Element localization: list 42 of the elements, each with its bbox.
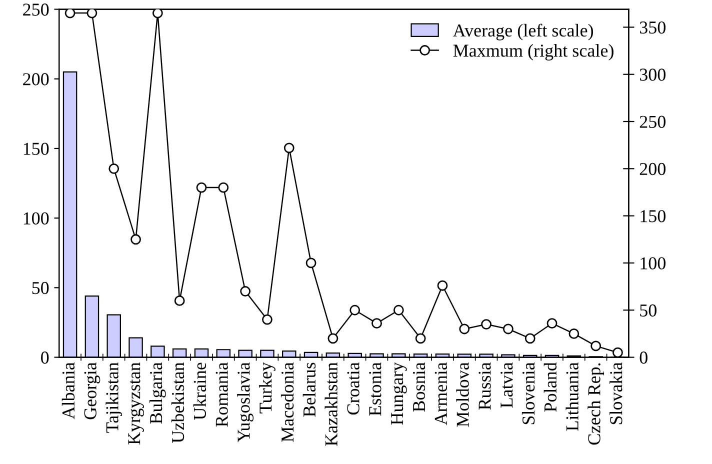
x-tick-label: Slovenia [522, 362, 535, 424]
y2-tick-label: 250 [640, 116, 666, 128]
x-tick-label: Yugoslavia [237, 362, 254, 442]
x-tick-label: Lithuania [566, 362, 578, 431]
x-tick-label: Slovakia [610, 362, 622, 424]
x-tick-label: Kazakhstan [324, 362, 338, 446]
x-tick-label: Armenia [434, 362, 447, 426]
x-tick-label: Bosnia [412, 362, 426, 412]
y2-tick-label: 200 [640, 162, 666, 176]
x-tick-label: Georgia [84, 362, 100, 420]
legend-label: Maxmum (right scale) [453, 44, 614, 60]
x-tick-label: Poland [544, 362, 557, 412]
y-tick-label: 150 [24, 142, 49, 155]
y2-tick-label: 0 [640, 352, 648, 364]
y-tick-label: 200 [23, 73, 49, 86]
x-tick-label: Bulgaria [149, 362, 166, 424]
y2-tick-label: 50 [640, 304, 656, 317]
x-tick-label: Estonia [369, 362, 382, 416]
x-tick-label: Uzbekistan [171, 362, 184, 443]
legend-label: Average (left scale) [452, 24, 594, 40]
x-tick-label: Ukraine [193, 362, 206, 420]
y-tick-label: 250 [23, 4, 49, 16]
x-tick-label: Turkey [259, 362, 276, 414]
x-tick-label: Hungary [391, 362, 407, 425]
y-tick-label: 100 [24, 212, 49, 225]
x-tick-label: Macedonia [280, 362, 294, 442]
y2-tick-label: 350 [640, 21, 666, 34]
x-tick-label: Belarus [302, 362, 316, 417]
y2-tick-label: 300 [640, 68, 666, 81]
x-tick-label: Tajikistan [106, 362, 122, 433]
x-tick-label: Latvia [500, 362, 513, 408]
x-tick-label: Moldova [456, 362, 469, 427]
y-tick-label: 0 [41, 352, 49, 364]
x-tick-label: Romania [216, 362, 228, 427]
y-tick-label: 50 [32, 282, 49, 294]
x-tick-label: Czech Rep. [588, 363, 604, 445]
x-tick-label: Croatia [347, 362, 360, 415]
y2-tick-label: 100 [640, 257, 666, 270]
y2-tick-label: 150 [640, 210, 666, 222]
x-tick-label: Kyrgyzstan [128, 362, 144, 445]
x-tick-label: Albania [62, 362, 75, 420]
x-tick-label: Russia [478, 362, 491, 410]
